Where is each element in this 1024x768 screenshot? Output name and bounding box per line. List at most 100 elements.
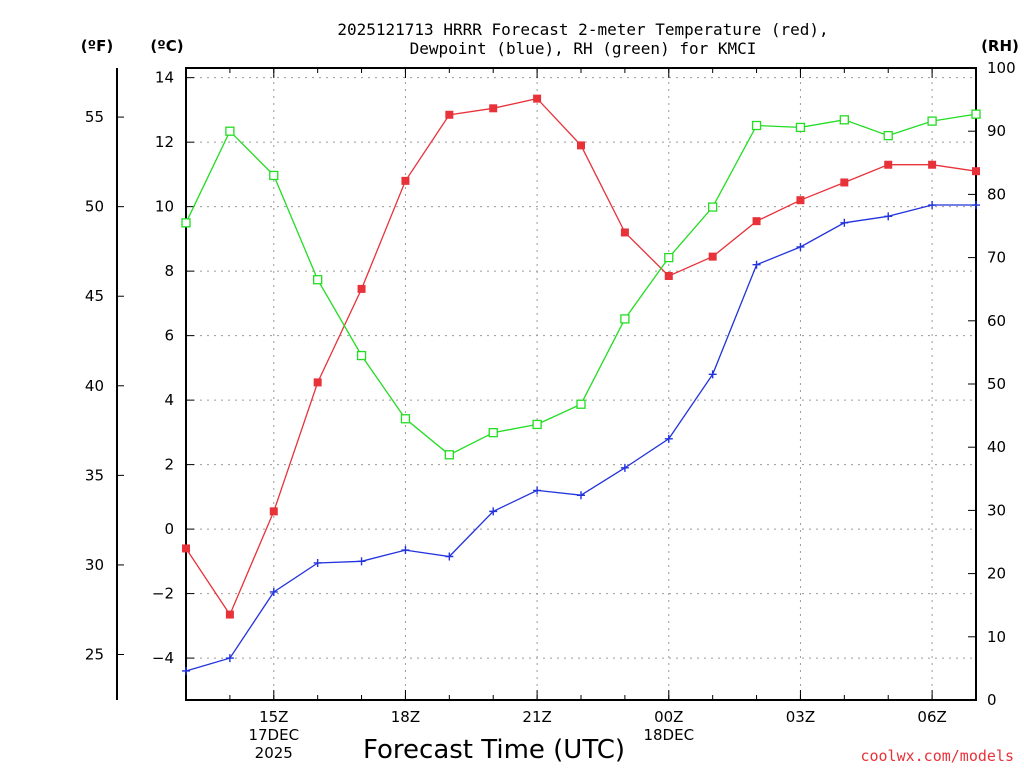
series-lines: [181, 94, 981, 675]
fahrenheit-unit-label: (ºF): [81, 37, 113, 55]
rh-point: [664, 252, 674, 263]
celsius-tick-label: 14: [155, 69, 174, 87]
x-tick-label: 00Z: [654, 708, 683, 726]
dewpoint-point: [182, 666, 190, 675]
rh-point: [751, 120, 762, 131]
rh-point: [576, 399, 586, 409]
dewpoint-point: [313, 558, 322, 567]
rh-point: [400, 414, 411, 424]
dewpoint-point: [708, 370, 717, 379]
x-tick-label: 18Z: [391, 708, 420, 726]
rh-unit-label: (RH): [981, 37, 1019, 55]
dewpoint-point: [269, 587, 278, 596]
temperature-point: [445, 110, 454, 119]
rh-point: [927, 116, 937, 126]
fahrenheit-tick-label: 45: [85, 287, 104, 305]
temperature-line: [185, 97, 977, 616]
rh-point: [971, 109, 981, 119]
x-tick-label: 06Z: [917, 708, 946, 726]
rh-point: [883, 130, 893, 141]
x-tick-label: 2025: [255, 744, 293, 762]
x-axis-title: Forecast Time (UTC): [363, 735, 625, 765]
celsius-tick-label: 8: [164, 262, 174, 280]
celsius-tick-label: 2: [164, 456, 174, 474]
credit-text: coolwx.com/models: [860, 747, 1014, 765]
temperature-point: [972, 167, 980, 176]
rh-point: [269, 170, 279, 181]
temperature-point: [225, 610, 234, 619]
celsius-tick-label: −4: [152, 649, 174, 667]
dewpoint-point: [664, 434, 673, 443]
rh-tick-label: 50: [987, 375, 1006, 393]
rh-tick-label: 80: [987, 185, 1006, 203]
temperature-point: [401, 176, 410, 185]
plot-frame: [185, 67, 977, 701]
rh-point: [839, 115, 849, 125]
dewpoint-point: [796, 242, 805, 251]
celsius-tick-label: 4: [164, 391, 174, 409]
dewpoint-point: [752, 260, 761, 269]
temperature-point: [533, 94, 542, 103]
celsius-tick-label: −2: [152, 585, 174, 603]
rh-point: [795, 122, 806, 133]
celsius-unit-label: (ºC): [150, 37, 183, 55]
x-tick-label: 17DEC: [248, 726, 299, 744]
celsius-tick-label: 10: [155, 198, 174, 216]
temperature-point: [708, 252, 717, 261]
rh-point: [313, 275, 323, 285]
rh-point: [356, 350, 367, 361]
rh-point: [532, 419, 542, 430]
rh-point: [488, 428, 498, 438]
temperature-point: [489, 104, 498, 113]
rh-tick-label: 0: [987, 691, 997, 709]
dewpoint-point: [972, 201, 980, 210]
temperature-point: [357, 284, 366, 293]
x-tick-label: 03Z: [786, 708, 815, 726]
chart-title-line-1: 2025121713 HRRR Forecast 2-meter Tempera…: [337, 20, 828, 39]
temperature-point: [796, 196, 805, 205]
celsius-tick-label: 6: [164, 327, 174, 345]
grid-lines: [186, 68, 976, 700]
x-tick-label: 21Z: [522, 708, 551, 726]
chart-title-line-2: Dewpoint (blue), RH (green) for KMCI: [410, 39, 757, 58]
fahrenheit-tick-label: 40: [85, 377, 104, 395]
dewpoint-point: [489, 507, 498, 516]
x-tick-label: 18DEC: [643, 726, 694, 744]
temperature-point: [928, 160, 937, 169]
dewpoint-point: [620, 463, 629, 472]
temperature-point: [313, 378, 322, 387]
dewpoint-point: [533, 486, 542, 495]
rh-tick-label: 70: [987, 249, 1006, 267]
dewpoint-point: [840, 218, 849, 227]
fahrenheit-tick-label: 30: [85, 556, 104, 574]
dewpoint-point: [884, 212, 893, 221]
x-tick-label: 15Z: [259, 708, 288, 726]
fahrenheit-tick-label: 35: [85, 466, 104, 484]
rh-tick-label: 20: [987, 565, 1006, 583]
rh-tick-label: 40: [987, 438, 1006, 456]
dewpoint-point: [577, 491, 585, 500]
dewpoint-line: [185, 204, 976, 672]
rh-point: [225, 126, 235, 136]
rh-tick-label: 60: [987, 312, 1006, 330]
rh-tick-label: 90: [987, 122, 1006, 140]
fahrenheit-tick-label: 55: [85, 108, 104, 126]
temperature-point: [752, 217, 761, 226]
rh-tick-label: 100: [987, 59, 1016, 77]
dewpoint-point: [445, 552, 454, 561]
rh-point: [444, 450, 454, 460]
dewpoint-point: [357, 557, 366, 566]
rh-point: [708, 202, 718, 212]
temperature-point: [620, 228, 629, 237]
rh-tick-label: 10: [987, 628, 1006, 646]
temperature-point: [664, 271, 673, 280]
temperature-point: [884, 160, 893, 169]
temperature-point: [269, 507, 278, 516]
celsius-tick-label: 0: [164, 520, 174, 538]
temperature-point: [840, 178, 849, 187]
dewpoint-point: [225, 654, 234, 663]
dewpoint-point: [401, 546, 410, 555]
rh-point: [181, 218, 191, 228]
